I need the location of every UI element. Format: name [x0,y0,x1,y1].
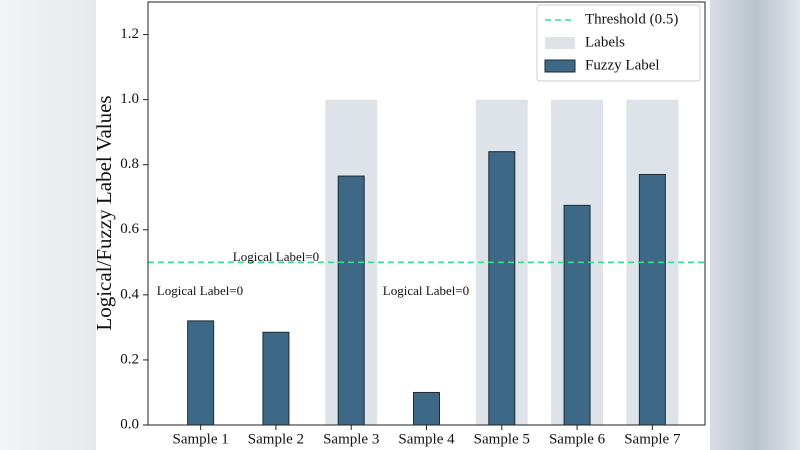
axes-frame [147,1,706,426]
y-tick-label: 0.8 [120,156,139,172]
annotation: Logical Label=0 [383,283,469,298]
legend-label: Fuzzy Label [585,57,660,73]
fuzzy-bar [337,175,365,426]
left-backdrop [0,0,96,450]
x-tick-label: Sample 3 [323,431,379,447]
x-tick-label: Sample 4 [398,431,455,447]
fuzzy-bar [187,320,215,426]
fuzzy-bar [563,204,591,426]
y-tick-label: 1.2 [120,26,139,42]
legend-label: Threshold (0.5) [585,11,678,27]
legend-label: Labels [585,34,625,50]
y-tick-label: 0.6 [120,221,139,237]
fuzzy-bar [413,391,440,426]
fuzzy-bar [488,151,516,426]
annotation: Logical Label=0 [157,283,243,298]
fuzzy-bar [638,173,666,426]
y-tick-label: 1.0 [120,91,139,107]
legend-box [536,4,701,82]
right-backdrop [710,0,800,450]
legend-swatch [544,59,576,73]
legend-swatch [545,37,575,49]
x-tick-label: Sample 7 [624,431,681,447]
fuzzy-bar [262,331,290,426]
y-axis-label: Logical/Fuzzy Label Values [92,95,116,330]
annotation: Logical Label=0 [233,249,319,264]
x-tick-label: Sample 6 [549,431,606,447]
y-tick-label: 0.2 [120,351,139,367]
y-tick-label: 0.0 [120,416,139,432]
x-tick-label: Sample 2 [248,431,304,447]
y-tick-label: 0.4 [120,286,139,302]
x-tick-label: Sample 5 [474,431,530,447]
x-tick-label: Sample 1 [173,431,229,447]
